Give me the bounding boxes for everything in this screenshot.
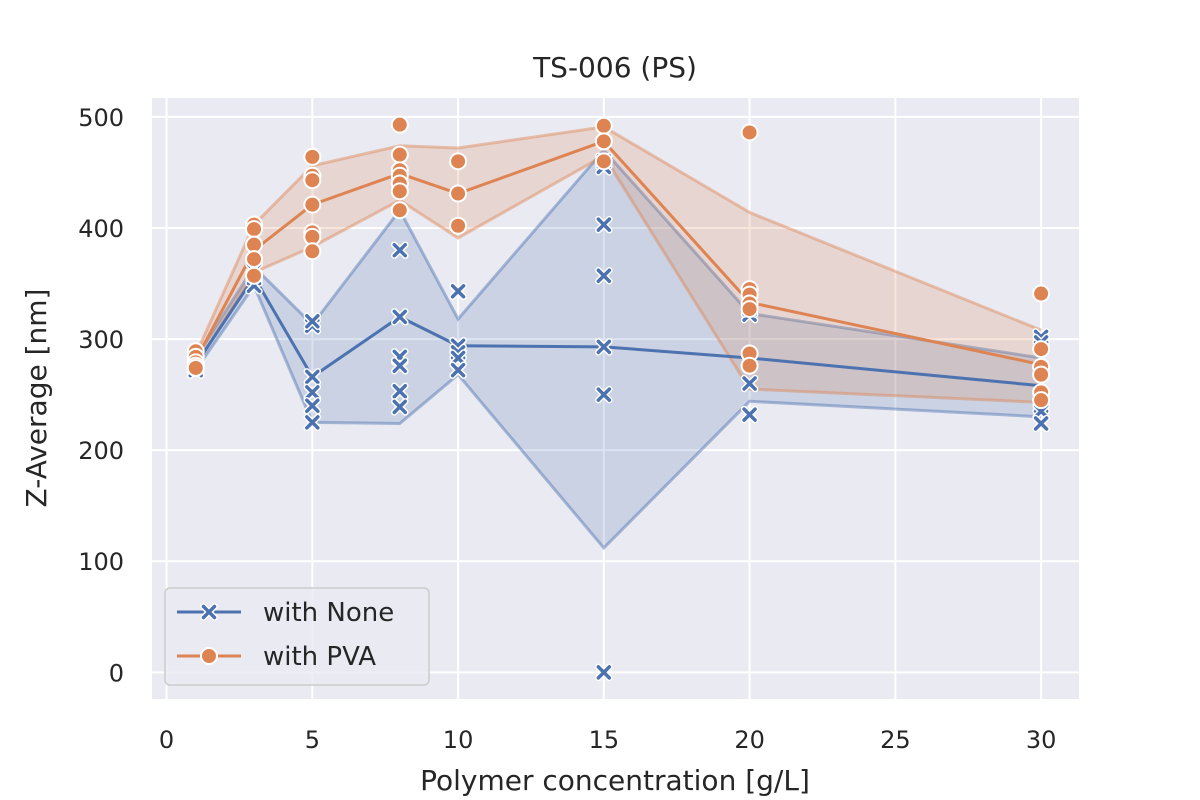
- data-point: [1032, 284, 1051, 303]
- series-lines: [194, 139, 1042, 388]
- y-tick-label: 0: [109, 659, 124, 687]
- data-point: [390, 115, 409, 134]
- data-point: [449, 282, 467, 301]
- legend-marker-with-none: [200, 603, 218, 621]
- data-point: [595, 215, 613, 234]
- data-point: [303, 171, 322, 190]
- data-point: [303, 312, 322, 331]
- data-point: [740, 374, 759, 393]
- y-tick-label: 400: [78, 215, 124, 243]
- x-tick-label: 5: [305, 726, 320, 754]
- x-axis-label: Polymer concentration [g/L]: [420, 764, 810, 797]
- data-point: [303, 242, 322, 261]
- data-point: [449, 361, 467, 379]
- y-tick-labels: 0 100 200 300 400 500: [78, 104, 124, 687]
- data-point: [245, 220, 264, 239]
- data-point: [391, 241, 409, 259]
- data-point: [303, 383, 322, 402]
- y-tick-label: 200: [78, 437, 124, 465]
- y-axis-label: Z-Average [nm]: [20, 289, 53, 508]
- x-tick-label: 0: [159, 726, 174, 754]
- data-point: [1032, 340, 1051, 359]
- data-point: [740, 123, 759, 142]
- data-point: [303, 396, 322, 415]
- data-point: [1032, 414, 1050, 433]
- data-point: [595, 385, 613, 404]
- data-point: [594, 116, 613, 135]
- data-point: [449, 216, 468, 235]
- confidence-band-upper-edge: [194, 147, 1042, 360]
- y-tick-label: 300: [78, 326, 124, 354]
- x-tick-label: 25: [880, 726, 911, 754]
- data-point: [595, 663, 613, 682]
- data-point: [740, 300, 759, 319]
- data-point: [594, 132, 613, 151]
- x-tick-labels: 0 5 10 15 20 25 30: [159, 726, 1056, 754]
- data-point: [303, 195, 322, 214]
- chart-title: TS-006 (PS): [532, 51, 697, 84]
- x-tick-label: 20: [734, 726, 765, 754]
- data-point: [391, 382, 409, 401]
- data-points: [186, 115, 1051, 682]
- confidence-band-upper-edge: [194, 125, 1042, 356]
- x-tick-label: 10: [443, 726, 474, 754]
- data-point: [303, 413, 322, 432]
- data-point: [390, 201, 409, 220]
- data-point: [740, 356, 759, 375]
- legend-marker-symbol: [200, 647, 218, 665]
- confidence-band-lower-edge: [194, 153, 1042, 404]
- data-point: [303, 368, 322, 386]
- legend-marker-with-pva: [200, 647, 218, 665]
- data-point: [449, 349, 467, 367]
- data-point: [594, 152, 613, 171]
- data-point: [390, 145, 409, 164]
- data-point: [449, 184, 468, 203]
- data-point: [391, 308, 409, 326]
- data-point: [391, 398, 409, 416]
- y-tick-label: 100: [78, 548, 124, 576]
- y-tick-label: 500: [78, 104, 124, 132]
- data-point: [390, 182, 409, 201]
- legend-marker-symbol: [200, 603, 218, 621]
- confidence-band-lower-edge: [194, 282, 1042, 551]
- legend-label-with-none: with None: [263, 598, 394, 628]
- series-mean-line: [194, 139, 1042, 367]
- data-point: [186, 358, 205, 377]
- data-point: [245, 250, 264, 269]
- data-point: [1032, 391, 1051, 410]
- legend: with None with PVA: [164, 587, 430, 686]
- data-point: [303, 147, 322, 166]
- legend-label-with-pva: with PVA: [263, 642, 376, 672]
- x-tick-label: 15: [589, 726, 620, 754]
- data-point: [1032, 365, 1051, 384]
- data-point: [595, 338, 613, 356]
- data-point: [740, 405, 759, 424]
- data-point: [391, 356, 409, 375]
- data-point: [245, 266, 264, 285]
- series-mean-line: [194, 275, 1042, 388]
- x-tick-label: 30: [1026, 726, 1057, 754]
- data-point: [449, 152, 468, 171]
- data-point: [595, 266, 613, 285]
